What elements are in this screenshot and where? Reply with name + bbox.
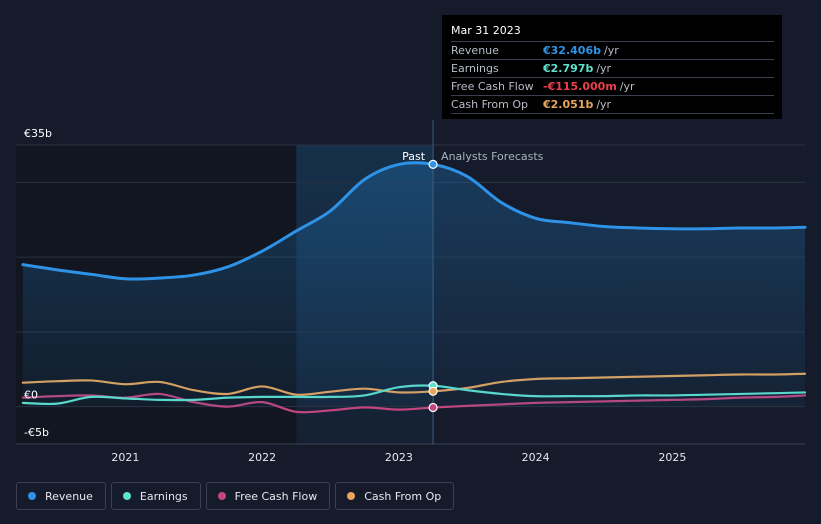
tooltip-row-revenue: Revenue €32.406b /yr xyxy=(451,41,774,59)
x-tick-label: 2024 xyxy=(522,451,550,464)
past-label: Past xyxy=(402,150,426,163)
tooltip-name: Earnings xyxy=(451,62,499,75)
legend-label: Cash From Op xyxy=(364,489,442,503)
legend-item-cash-from-op[interactable]: Cash From Op xyxy=(335,482,455,510)
x-tick-label: 2023 xyxy=(385,451,413,464)
revenue-series-line xyxy=(21,161,807,281)
legend-label: Free Cash Flow xyxy=(234,489,318,503)
tooltip-name: Free Cash Flow xyxy=(451,80,534,93)
chart-legend: Revenue Earnings Free Cash Flow Cash Fro… xyxy=(16,482,455,510)
tooltip-row-free-cash-flow: Free Cash Flow -€115.000m /yr xyxy=(451,77,774,95)
tooltip-value: €2.797b xyxy=(543,62,594,75)
free-cash-flow-dot-icon xyxy=(217,492,226,500)
legend-item-free-cash-flow[interactable]: Free Cash Flow xyxy=(205,482,331,510)
cash-from-op-marker xyxy=(428,386,438,396)
tooltip-name: Revenue xyxy=(451,44,499,57)
tooltip-unit: /yr xyxy=(603,44,619,57)
data-tooltip: Mar 31 2023 Revenue €32.406b /yr Earning… xyxy=(442,15,782,119)
tooltip-value: €32.406b xyxy=(543,44,601,57)
cash-from-op-dot-icon xyxy=(347,492,356,500)
x-tick-label: 2022 xyxy=(248,451,276,464)
tooltip-name: Cash From Op xyxy=(451,98,529,111)
y-tick-label: -€5b xyxy=(24,426,49,439)
x-tick-label: 2021 xyxy=(111,451,139,464)
legend-item-earnings[interactable]: Earnings xyxy=(110,482,201,510)
tooltip-unit: /yr xyxy=(619,80,635,93)
tooltip-value: -€115.000m xyxy=(543,80,617,93)
earnings-dot-icon xyxy=(122,492,131,500)
tooltip-unit: /yr xyxy=(596,62,612,75)
x-tick-label: 2025 xyxy=(658,451,686,464)
legend-label: Revenue xyxy=(45,489,93,503)
forecast-label: Analysts Forecasts xyxy=(441,150,544,163)
tooltip-row-earnings: Earnings €2.797b /yr xyxy=(451,59,774,77)
legend-label: Earnings xyxy=(139,489,188,503)
free-cash-flow-marker xyxy=(428,402,438,413)
legend-item-revenue[interactable]: Revenue xyxy=(16,482,106,510)
tooltip-row-cash-from-op: Cash From Op €2.051b /yr xyxy=(451,95,774,114)
tooltip-unit: /yr xyxy=(596,98,612,111)
revenue-marker xyxy=(428,159,438,169)
revenue-dot-icon xyxy=(28,492,36,500)
y-tick-label: €35b xyxy=(24,127,52,140)
tooltip-value: €2.051b xyxy=(543,98,594,111)
y-tick-label: €0 xyxy=(24,389,38,402)
tooltip-date: Mar 31 2023 xyxy=(451,24,521,37)
revenue-area xyxy=(22,162,805,407)
